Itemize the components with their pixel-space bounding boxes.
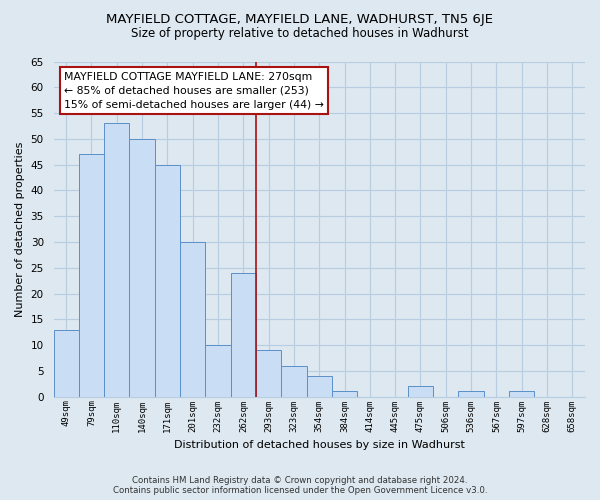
Bar: [155, 164, 180, 396]
Y-axis label: Number of detached properties: Number of detached properties: [15, 142, 25, 317]
Text: MAYFIELD COTTAGE, MAYFIELD LANE, WADHURST, TN5 6JE: MAYFIELD COTTAGE, MAYFIELD LANE, WADHURS…: [107, 12, 493, 26]
Bar: [79, 154, 104, 396]
Bar: [281, 366, 307, 396]
Bar: [180, 242, 205, 396]
Text: MAYFIELD COTTAGE MAYFIELD LANE: 270sqm
← 85% of detached houses are smaller (253: MAYFIELD COTTAGE MAYFIELD LANE: 270sqm ←…: [64, 72, 324, 110]
Bar: [130, 139, 155, 396]
X-axis label: Distribution of detached houses by size in Wadhurst: Distribution of detached houses by size …: [174, 440, 465, 450]
Bar: [332, 392, 357, 396]
Bar: [509, 392, 535, 396]
Bar: [205, 345, 230, 397]
Bar: [230, 273, 256, 396]
Bar: [53, 330, 79, 396]
Bar: [256, 350, 281, 397]
Text: Size of property relative to detached houses in Wadhurst: Size of property relative to detached ho…: [131, 28, 469, 40]
Bar: [408, 386, 433, 396]
Text: Contains HM Land Registry data © Crown copyright and database right 2024.
Contai: Contains HM Land Registry data © Crown c…: [113, 476, 487, 495]
Bar: [458, 392, 484, 396]
Bar: [307, 376, 332, 396]
Bar: [104, 124, 130, 396]
